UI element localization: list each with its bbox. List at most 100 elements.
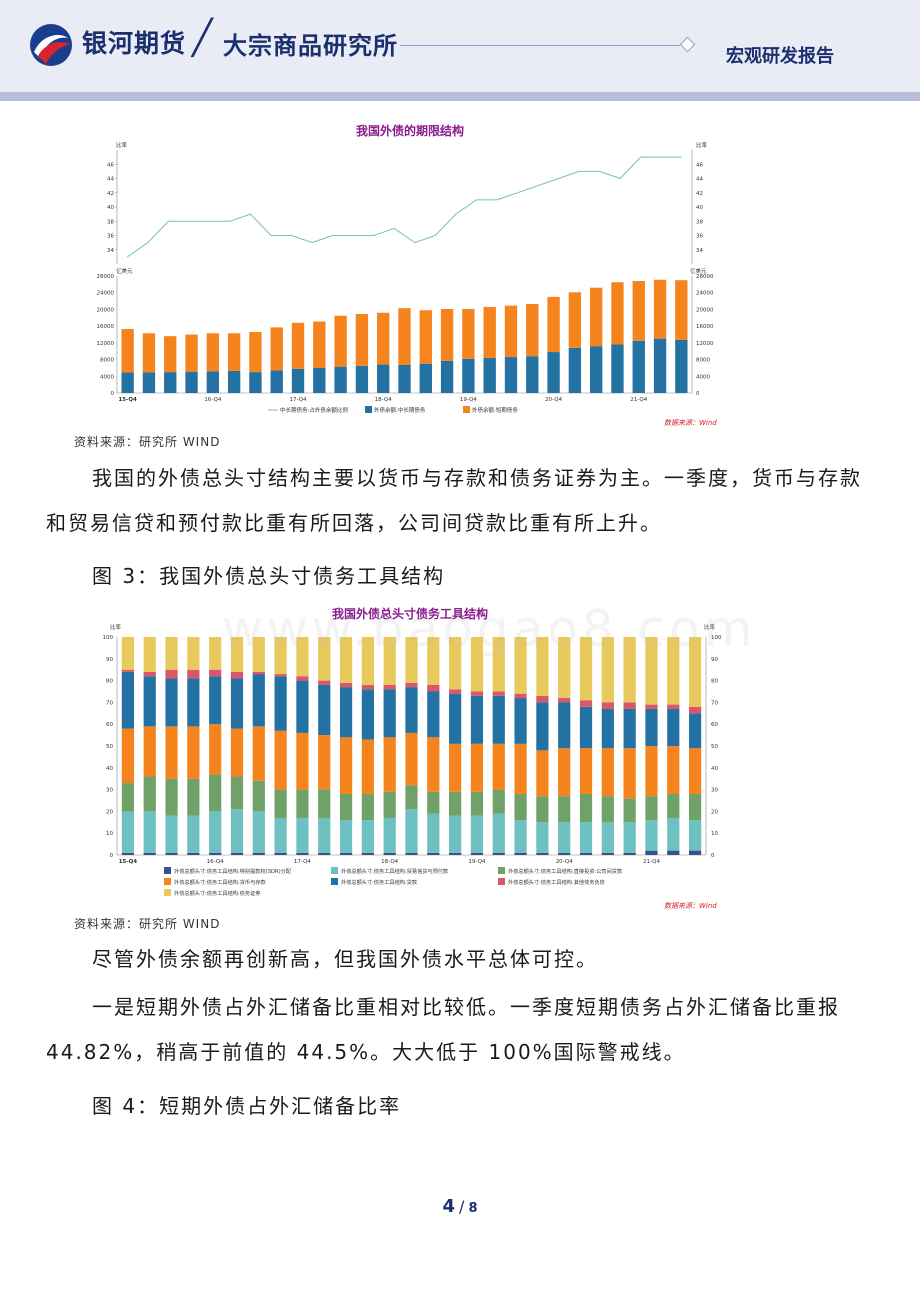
chart2-x-tick-label: 15-Q4: [119, 859, 138, 865]
chart2-legend-label: 外债总额头寸:债务工具结构:特别提款权(SDR)分配: [174, 867, 292, 875]
chart2-bar-segment-4: [558, 702, 571, 749]
chart2-bar-segment-1: [405, 809, 418, 853]
chart2-bar-segment-6: [427, 637, 440, 685]
chart1-bar-short-term: [185, 334, 198, 372]
chart1-x-tick-label: 19-Q4: [460, 397, 478, 403]
chart2-bar-segment-0: [405, 852, 418, 855]
chart1-top-y-tick-left: 44: [107, 177, 114, 183]
chart2-bar-segment-3: [165, 726, 178, 779]
chart2-bar-segment-1: [470, 815, 484, 853]
chart1-bar-short-term: [206, 333, 220, 372]
chart2-bar-segment-3: [536, 750, 549, 797]
chart1-bar-long-term: [611, 344, 624, 393]
chart2-bar-segment-3: [601, 748, 614, 797]
chart2-bar-segment-0: [121, 852, 135, 855]
chart1-bar-short-term: [611, 282, 624, 345]
chart2-bar-segment-4: [383, 689, 396, 738]
chart2-bar-segment-2: [121, 783, 135, 812]
chart2-x-tick-label: 18-Q4: [381, 859, 399, 865]
chart1-bar-short-term: [164, 336, 177, 373]
chart2-bar-segment-0: [492, 852, 505, 855]
chart1-x-tick-label: 17-Q4: [290, 397, 308, 403]
chart2-bar-segment-5: [121, 669, 135, 672]
chart2-bar-segment-5: [536, 695, 549, 703]
chart1-bar-short-term: [121, 329, 134, 373]
chart1-bar-short-term: [568, 292, 582, 348]
chart2-bar-segment-0: [209, 852, 222, 855]
chart2-bar-segment-6: [514, 637, 527, 694]
report-header: 银河期货 ╱ 大宗商品研究所 宏观研发报告: [0, 0, 920, 92]
chart2-bar-segment-3: [427, 737, 440, 792]
chart2-legend-swatch: [164, 878, 171, 885]
chart2-bar-segment-2: [688, 793, 702, 821]
chart2-y-tick-right: 20: [711, 809, 718, 815]
chart2-bar-segment-3: [143, 726, 156, 777]
chart2-legend-label: 外债总额头寸:债务工具结构:贸易信贷与预付款: [341, 867, 449, 875]
chart2-bar-segment-5: [601, 702, 614, 709]
chart1-bar-short-term: [227, 333, 241, 371]
chart2-bar-segment-0: [470, 852, 484, 855]
chart1-bar-short-term: [142, 333, 156, 373]
chart2-bar-segment-3: [449, 743, 462, 792]
chart1-bar-short-term: [632, 281, 645, 341]
chart1-bar-long-term: [653, 338, 667, 393]
chart2-bar-segment-0: [296, 852, 309, 855]
chart2-bar-segment-1: [252, 811, 265, 853]
chart2-bar-segment-4: [470, 695, 484, 744]
chart1-bar-long-term: [355, 365, 369, 393]
chart2-y-tick-left: 40: [106, 766, 113, 772]
chart1-bottom-y-tick-right: 4000: [696, 374, 710, 380]
chart2-bar-segment-2: [274, 789, 287, 818]
chart2-bar-segment-4: [405, 687, 418, 733]
chart2-bar-segment-4: [601, 708, 614, 749]
chart2-bar-segment-5: [318, 680, 331, 685]
chart1-bar-long-term: [675, 339, 688, 393]
chart2-bar-segment-6: [449, 637, 462, 690]
chart2-unit-right: 比率: [704, 623, 716, 631]
chart2-bar-segment-5: [427, 684, 440, 692]
chart2-bar-segment-2: [427, 791, 440, 814]
chart1-bottom-y-tick-right: 20000: [696, 307, 714, 313]
chart2-bar-segment-1: [601, 822, 614, 853]
chart2-x-tick-label: 19-Q4: [468, 859, 486, 865]
chart2-bar-segment-4: [339, 687, 353, 738]
chart2-bar-segment-1: [274, 817, 287, 853]
chart1-bar-long-term: [632, 340, 645, 393]
chart2-bar-segment-1: [558, 822, 571, 853]
chart2-bar-segment-5: [667, 704, 680, 709]
chart2-bar-segment-3: [383, 737, 396, 792]
chart1-top-y-tick-left: 42: [107, 191, 114, 197]
chart2-bar-segment-1: [209, 811, 222, 853]
chart1-top-y-tick-right: 46: [696, 162, 703, 168]
chart1-bar-long-term: [206, 371, 220, 393]
chart1-bar-long-term: [291, 368, 305, 393]
chart2-y-tick-right: 0: [711, 853, 715, 859]
chart1-bar-short-term: [462, 309, 475, 359]
chart2-bar-segment-2: [558, 796, 571, 823]
chart1-bottom-y-tick-left: 28000: [97, 274, 115, 280]
chart1-bottom-y-tick-right: 16000: [696, 324, 714, 330]
chart2-bar-segment-6: [296, 637, 309, 677]
chart2-bar-segment-0: [449, 852, 462, 855]
chart2-bar-segment-3: [296, 732, 309, 790]
chart2-legend-swatch: [164, 867, 171, 874]
chart1-bar-short-term: [675, 280, 688, 340]
chart2-bar-segment-6: [339, 637, 353, 683]
chart1-bar-long-term: [164, 372, 177, 393]
chart1-bar-long-term: [504, 357, 518, 393]
chart1-bar-short-term: [334, 315, 347, 367]
chart2-bar-segment-2: [187, 778, 200, 816]
chart1-top-y-tick-left: 34: [107, 248, 114, 254]
chart1-bar-short-term: [419, 310, 432, 364]
chart2-bar-segment-6: [623, 637, 636, 703]
chart2-bar-segment-1: [165, 815, 178, 853]
chart2-bar-segment-0: [427, 852, 440, 855]
chart1-bar-long-term: [227, 370, 241, 393]
chart2-bar-segment-6: [667, 637, 680, 705]
chart1-bottom-unit-right: 亿美元: [690, 267, 707, 275]
header-slash: ╱: [192, 18, 213, 58]
chart1-legend-line-label: 中长期债务:占外债余额比例: [280, 406, 348, 414]
chart2-bar-segment-4: [492, 695, 505, 744]
chart1-bottom-unit-left: 亿美元: [116, 267, 133, 275]
chart2-bar-segment-5: [623, 702, 636, 709]
